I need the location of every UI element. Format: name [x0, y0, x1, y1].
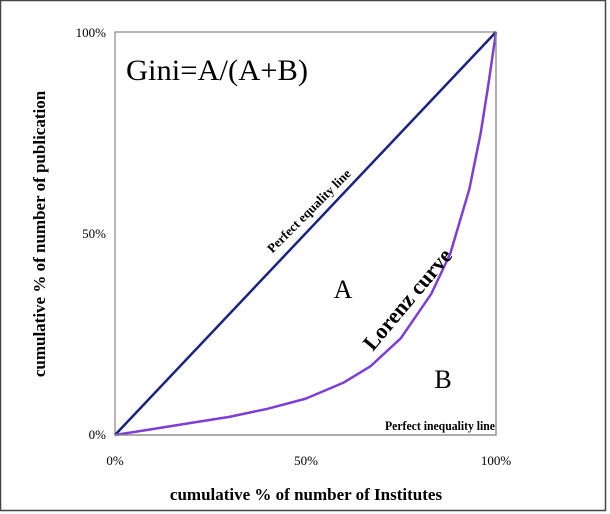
- x-axis-label: cumulative % of number of Institutes: [170, 485, 443, 504]
- y-axis-label: cumulative % of number of publication: [30, 90, 49, 377]
- x-tick-50: 50%: [294, 453, 318, 468]
- y-tick-0: 0%: [89, 427, 107, 442]
- x-tick-0: 0%: [106, 453, 124, 468]
- y-tick-100: 100%: [76, 25, 107, 40]
- x-tick-100: 100%: [481, 453, 512, 468]
- lorenz-curve: [114, 31, 498, 437]
- y-tick-50: 50%: [82, 226, 106, 241]
- chart-title: Gini=A/(A+B): [126, 54, 308, 87]
- region-a-label: A: [334, 275, 353, 304]
- equality-line: [114, 31, 497, 436]
- region-b-label: B: [434, 365, 451, 394]
- inequality-line: [115, 32, 497, 436]
- inequality-line-label: Perfect inequality line: [385, 418, 495, 433]
